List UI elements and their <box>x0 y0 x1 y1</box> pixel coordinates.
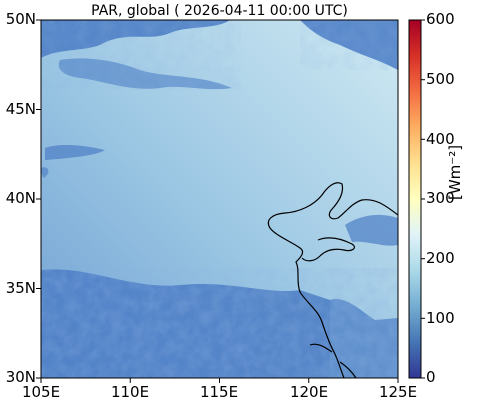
cloud-texture <box>41 20 398 378</box>
map-panel <box>41 20 398 378</box>
colorbar-units-label: [Wm⁻²] <box>446 144 464 200</box>
colorbar-label-400: 400 <box>426 130 455 148</box>
coastline <box>267 182 398 378</box>
lat-label-35n: 35N <box>5 279 36 297</box>
coastline-bay <box>301 237 355 262</box>
lon-label-125e: 125E <box>378 383 418 401</box>
lat-label-50n: 50N <box>5 10 36 28</box>
map-title: PAR, global ( 2026-04-11 00:00 UTC) <box>91 3 348 19</box>
lat-label-30n: 30N <box>5 368 36 386</box>
colorbar-tick-marks <box>421 19 425 379</box>
colorbar-label-600: 600 <box>426 10 455 28</box>
colorbar-label-0: 0 <box>426 368 436 386</box>
colorbar-label-100: 100 <box>426 309 455 327</box>
lat-tick-marks <box>36 19 41 379</box>
colorbar-label-200: 200 <box>426 249 455 267</box>
lon-label-120e: 120E <box>289 383 329 401</box>
lon-label-115e: 115E <box>199 383 239 401</box>
colorbar-label-300: 300 <box>426 189 455 207</box>
lon-label-110e: 110E <box>110 383 150 401</box>
lat-label-40n: 40N <box>5 189 36 207</box>
lon-label-105e: 105E <box>21 383 61 401</box>
colorbar <box>408 19 422 379</box>
coastline-south <box>309 343 357 378</box>
lon-tick-marks <box>40 378 399 383</box>
colorbar-label-500: 500 <box>426 70 455 88</box>
lat-label-45n: 45N <box>5 100 36 118</box>
